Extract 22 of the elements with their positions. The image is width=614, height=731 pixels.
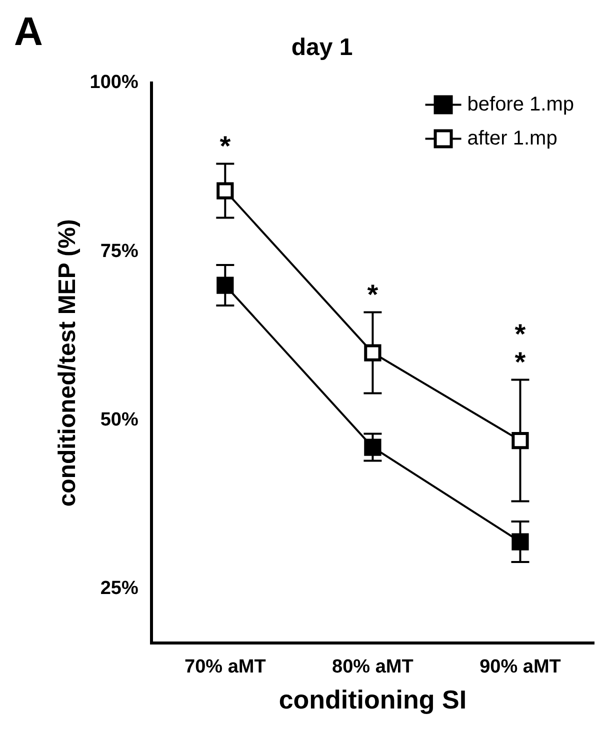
point	[216, 182, 234, 200]
annotation: *	[367, 279, 378, 310]
legend-label: before 1.mp	[467, 93, 574, 116]
point	[364, 438, 382, 456]
y-tick-label: 75%	[100, 240, 138, 262]
legend-label: after 1.mp	[467, 127, 558, 150]
point	[216, 276, 234, 294]
x-tick-label: 70% aMT	[184, 656, 266, 678]
y-tick-label: 50%	[100, 410, 138, 431]
annotation: * *	[514, 318, 526, 378]
x-axis-title: conditioning SI	[278, 684, 467, 715]
chart-title: day 1	[291, 34, 353, 62]
y-axis-title: conditioned/test MEP (%)	[54, 219, 82, 507]
point	[512, 533, 529, 550]
point	[512, 432, 529, 450]
x-tick-label: 90% aMT	[480, 656, 562, 678]
y-tick-label: 25%	[100, 578, 138, 600]
point	[364, 344, 382, 362]
y-tick-label: 100%	[90, 72, 138, 94]
annotation: *	[220, 130, 231, 162]
text: A	[14, 10, 43, 55]
x-tick-label: 80% aMT	[332, 656, 414, 678]
